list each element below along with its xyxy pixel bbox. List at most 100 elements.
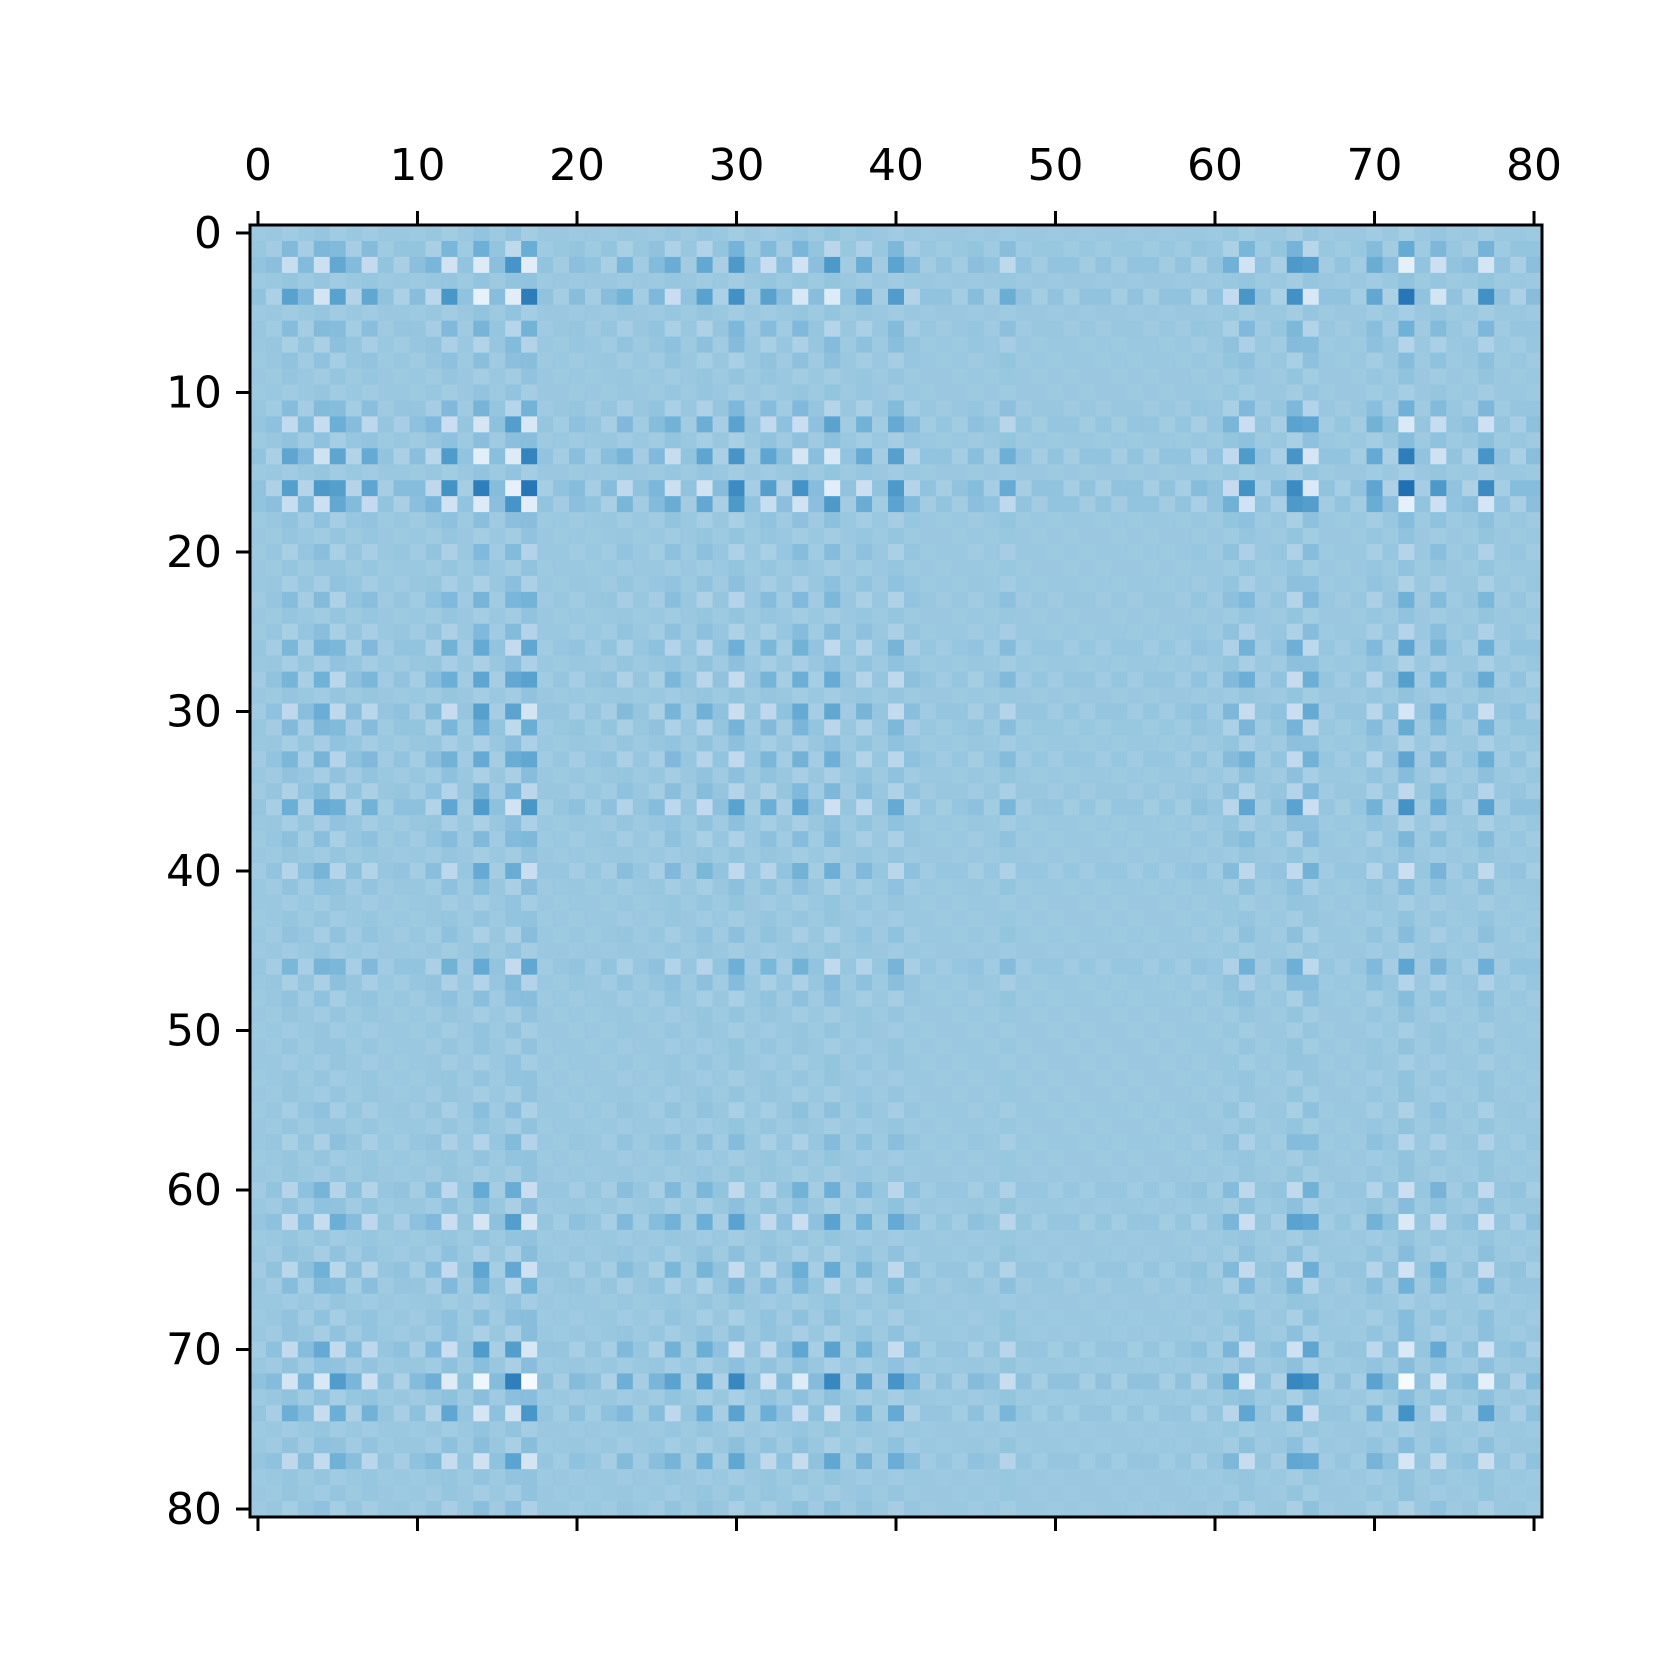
heatmap-cell — [361, 910, 379, 928]
heatmap-cell — [361, 496, 379, 513]
heatmap-cell — [250, 1038, 267, 1056]
heatmap-cell — [1526, 910, 1543, 928]
heatmap-cell — [1318, 336, 1336, 354]
heatmap-cell — [1191, 671, 1208, 689]
heatmap-cell — [584, 1118, 602, 1135]
heatmap-cell — [1350, 400, 1368, 418]
heatmap-cell — [648, 240, 666, 258]
heatmap-cell — [250, 783, 267, 800]
heatmap-cell — [553, 815, 570, 832]
heatmap-cell — [680, 544, 698, 561]
heatmap-cell — [792, 1086, 809, 1103]
heatmap-cell — [872, 735, 889, 752]
heatmap-cell — [1414, 719, 1431, 737]
heatmap-cell — [872, 1150, 889, 1167]
heatmap-cell — [951, 1134, 969, 1151]
heatmap-cell — [265, 863, 283, 880]
heatmap-cell — [1015, 1038, 1033, 1056]
heatmap-cell — [648, 320, 666, 338]
heatmap-cell — [584, 1102, 602, 1119]
heatmap-cell — [1207, 1182, 1224, 1199]
heatmap-cell — [505, 815, 522, 832]
heatmap-cell — [696, 1166, 714, 1183]
heatmap-cell — [297, 799, 315, 816]
heatmap-cell — [1398, 512, 1415, 529]
heatmap-cell — [1462, 990, 1479, 1008]
heatmap-cell — [553, 384, 570, 402]
heatmap-cell — [1095, 799, 1112, 816]
heatmap-cell — [1095, 1038, 1112, 1056]
heatmap-cell — [1334, 240, 1352, 258]
heatmap-cell — [840, 288, 857, 306]
heatmap-cell — [1063, 767, 1081, 784]
heatmap-cell — [1446, 368, 1463, 386]
heatmap-cell — [664, 687, 682, 705]
heatmap-cell — [1318, 559, 1336, 577]
heatmap-cell — [1286, 735, 1304, 752]
heatmap-cell — [1159, 1038, 1176, 1056]
heatmap-cell — [1366, 1006, 1384, 1024]
heatmap-cell — [808, 1038, 825, 1056]
heatmap-cell — [1159, 1102, 1176, 1119]
heatmap-cell — [584, 863, 602, 880]
heatmap-cell — [1446, 783, 1463, 800]
heatmap-cell — [313, 958, 331, 976]
heatmap-cell — [1063, 990, 1081, 1008]
heatmap-cell — [569, 256, 586, 274]
heatmap-cell — [1334, 1118, 1352, 1135]
heatmap-cell — [329, 1054, 347, 1071]
heatmap-cell — [856, 703, 873, 721]
heatmap-cell — [935, 336, 953, 354]
heatmap-cell — [537, 815, 554, 832]
heatmap-cell — [553, 687, 570, 705]
heatmap-cell — [1222, 352, 1240, 370]
heatmap-cell — [521, 1134, 538, 1151]
heatmap-cell — [1430, 910, 1447, 928]
heatmap-cell — [393, 671, 411, 689]
heatmap-cell — [600, 815, 618, 832]
heatmap-cell — [1398, 352, 1415, 370]
heatmap-cell — [616, 528, 634, 545]
heatmap-cell — [1414, 847, 1431, 864]
heatmap-cell — [872, 703, 889, 721]
heatmap-cell — [840, 272, 857, 290]
heatmap-cell — [1270, 368, 1288, 386]
heatmap-cell — [1414, 384, 1431, 402]
heatmap-cell — [919, 1086, 937, 1103]
heatmap-cell — [616, 878, 634, 896]
heatmap-cell — [856, 1134, 873, 1151]
heatmap-cell — [792, 671, 809, 689]
heatmap-cell — [1318, 847, 1336, 864]
heatmap-cell — [393, 815, 411, 832]
heatmap-cell — [951, 336, 969, 354]
heatmap-cell — [967, 544, 985, 561]
heatmap-cell — [664, 671, 682, 689]
heatmap-cell — [329, 368, 347, 386]
heatmap-cell — [919, 544, 937, 561]
heatmap-cell — [1191, 544, 1208, 561]
heatmap-cell — [872, 607, 889, 625]
heatmap-cell — [967, 591, 985, 609]
heatmap-cell — [1446, 304, 1463, 322]
heatmap-cell — [1382, 1070, 1400, 1087]
heatmap-cell — [1111, 1038, 1128, 1056]
heatmap-cell — [505, 432, 522, 449]
heatmap-cell — [1191, 416, 1208, 433]
heatmap-cell — [600, 894, 618, 912]
heatmap-cell — [1015, 416, 1033, 433]
heatmap-cell — [856, 464, 873, 481]
heatmap-cell — [1494, 416, 1511, 433]
heatmap-cell — [999, 544, 1017, 561]
heatmap-cell — [600, 607, 618, 625]
heatmap-cell — [441, 671, 458, 689]
heatmap-cell — [297, 480, 315, 497]
heatmap-cell — [425, 1197, 443, 1215]
heatmap-cell — [521, 320, 538, 338]
heatmap-cell — [664, 1182, 682, 1199]
heatmap-cell — [888, 544, 905, 561]
heatmap-cell — [967, 751, 985, 768]
heatmap-cell — [313, 1022, 331, 1040]
heatmap-cell — [1526, 623, 1543, 641]
heatmap-cell — [1270, 496, 1288, 513]
heatmap-cell — [616, 703, 634, 721]
